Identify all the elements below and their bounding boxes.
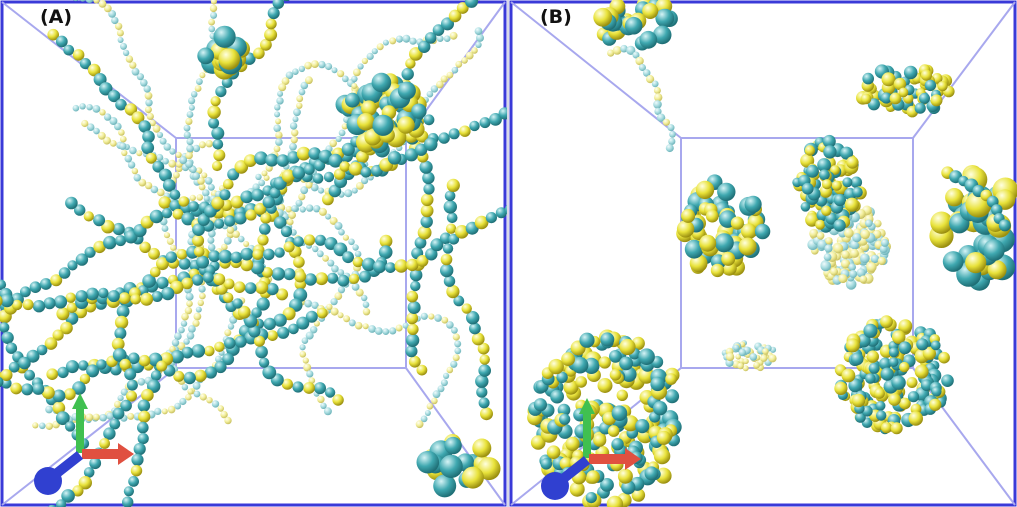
panel-label-b: (B) xyxy=(540,6,572,28)
panel-divider xyxy=(507,0,509,507)
simulation-box-a xyxy=(0,0,507,507)
simulation-box-b xyxy=(509,0,1017,507)
xyz-axis-triad-icon xyxy=(541,398,641,500)
panel-b: (B) xyxy=(509,0,1017,507)
xyz-axis-triad-icon xyxy=(34,393,134,495)
panel-label-a: (A) xyxy=(40,6,73,28)
panel-a: (A) xyxy=(0,0,507,507)
